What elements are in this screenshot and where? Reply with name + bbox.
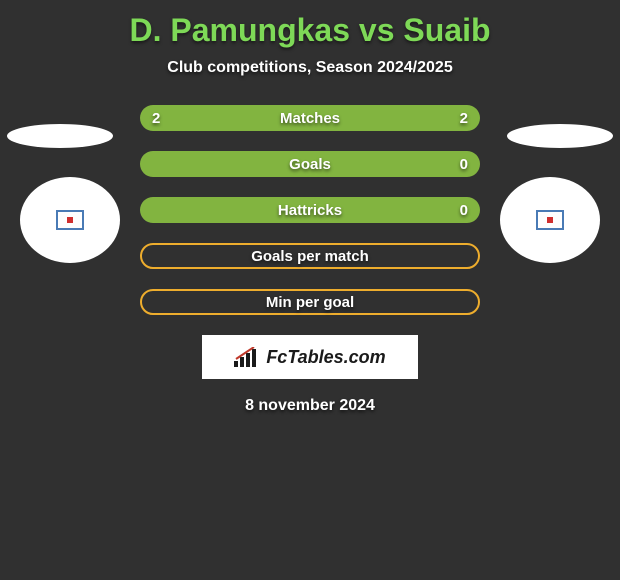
- date-label: 8 november 2024: [0, 397, 620, 415]
- stat-row-min-per-goal: Min per goal: [140, 289, 480, 315]
- player-right-shadow: [507, 124, 613, 148]
- stat-left-value: 2: [152, 110, 160, 127]
- page-title: D. Pamungkas vs Suaib: [0, 0, 620, 49]
- flag-icon: [536, 210, 564, 230]
- stat-label: Goals per match: [251, 248, 369, 265]
- logo: FcTables.com: [202, 335, 418, 379]
- stat-right-value: 0: [460, 202, 468, 219]
- stat-row-goals-per-match: Goals per match: [140, 243, 480, 269]
- bar-chart-icon: [234, 347, 260, 367]
- stat-label: Matches: [280, 110, 340, 127]
- page-subtitle: Club competitions, Season 2024/2025: [0, 59, 620, 77]
- player-left-badge: [20, 177, 120, 263]
- flag-icon: [56, 210, 84, 230]
- stat-row-matches: 2 Matches 2: [140, 105, 480, 131]
- stat-right-value: 0: [460, 156, 468, 173]
- player-right-badge: [500, 177, 600, 263]
- stats-list: 2 Matches 2 Goals 0 Hattricks 0 Goals pe…: [140, 105, 480, 315]
- stat-label: Goals: [289, 156, 331, 173]
- stat-row-goals: Goals 0: [140, 151, 480, 177]
- logo-text: FcTables.com: [266, 347, 385, 368]
- stat-label: Min per goal: [266, 294, 354, 311]
- stat-right-value: 2: [460, 110, 468, 127]
- stat-label: Hattricks: [278, 202, 342, 219]
- player-left-shadow: [7, 124, 113, 148]
- stat-row-hattricks: Hattricks 0: [140, 197, 480, 223]
